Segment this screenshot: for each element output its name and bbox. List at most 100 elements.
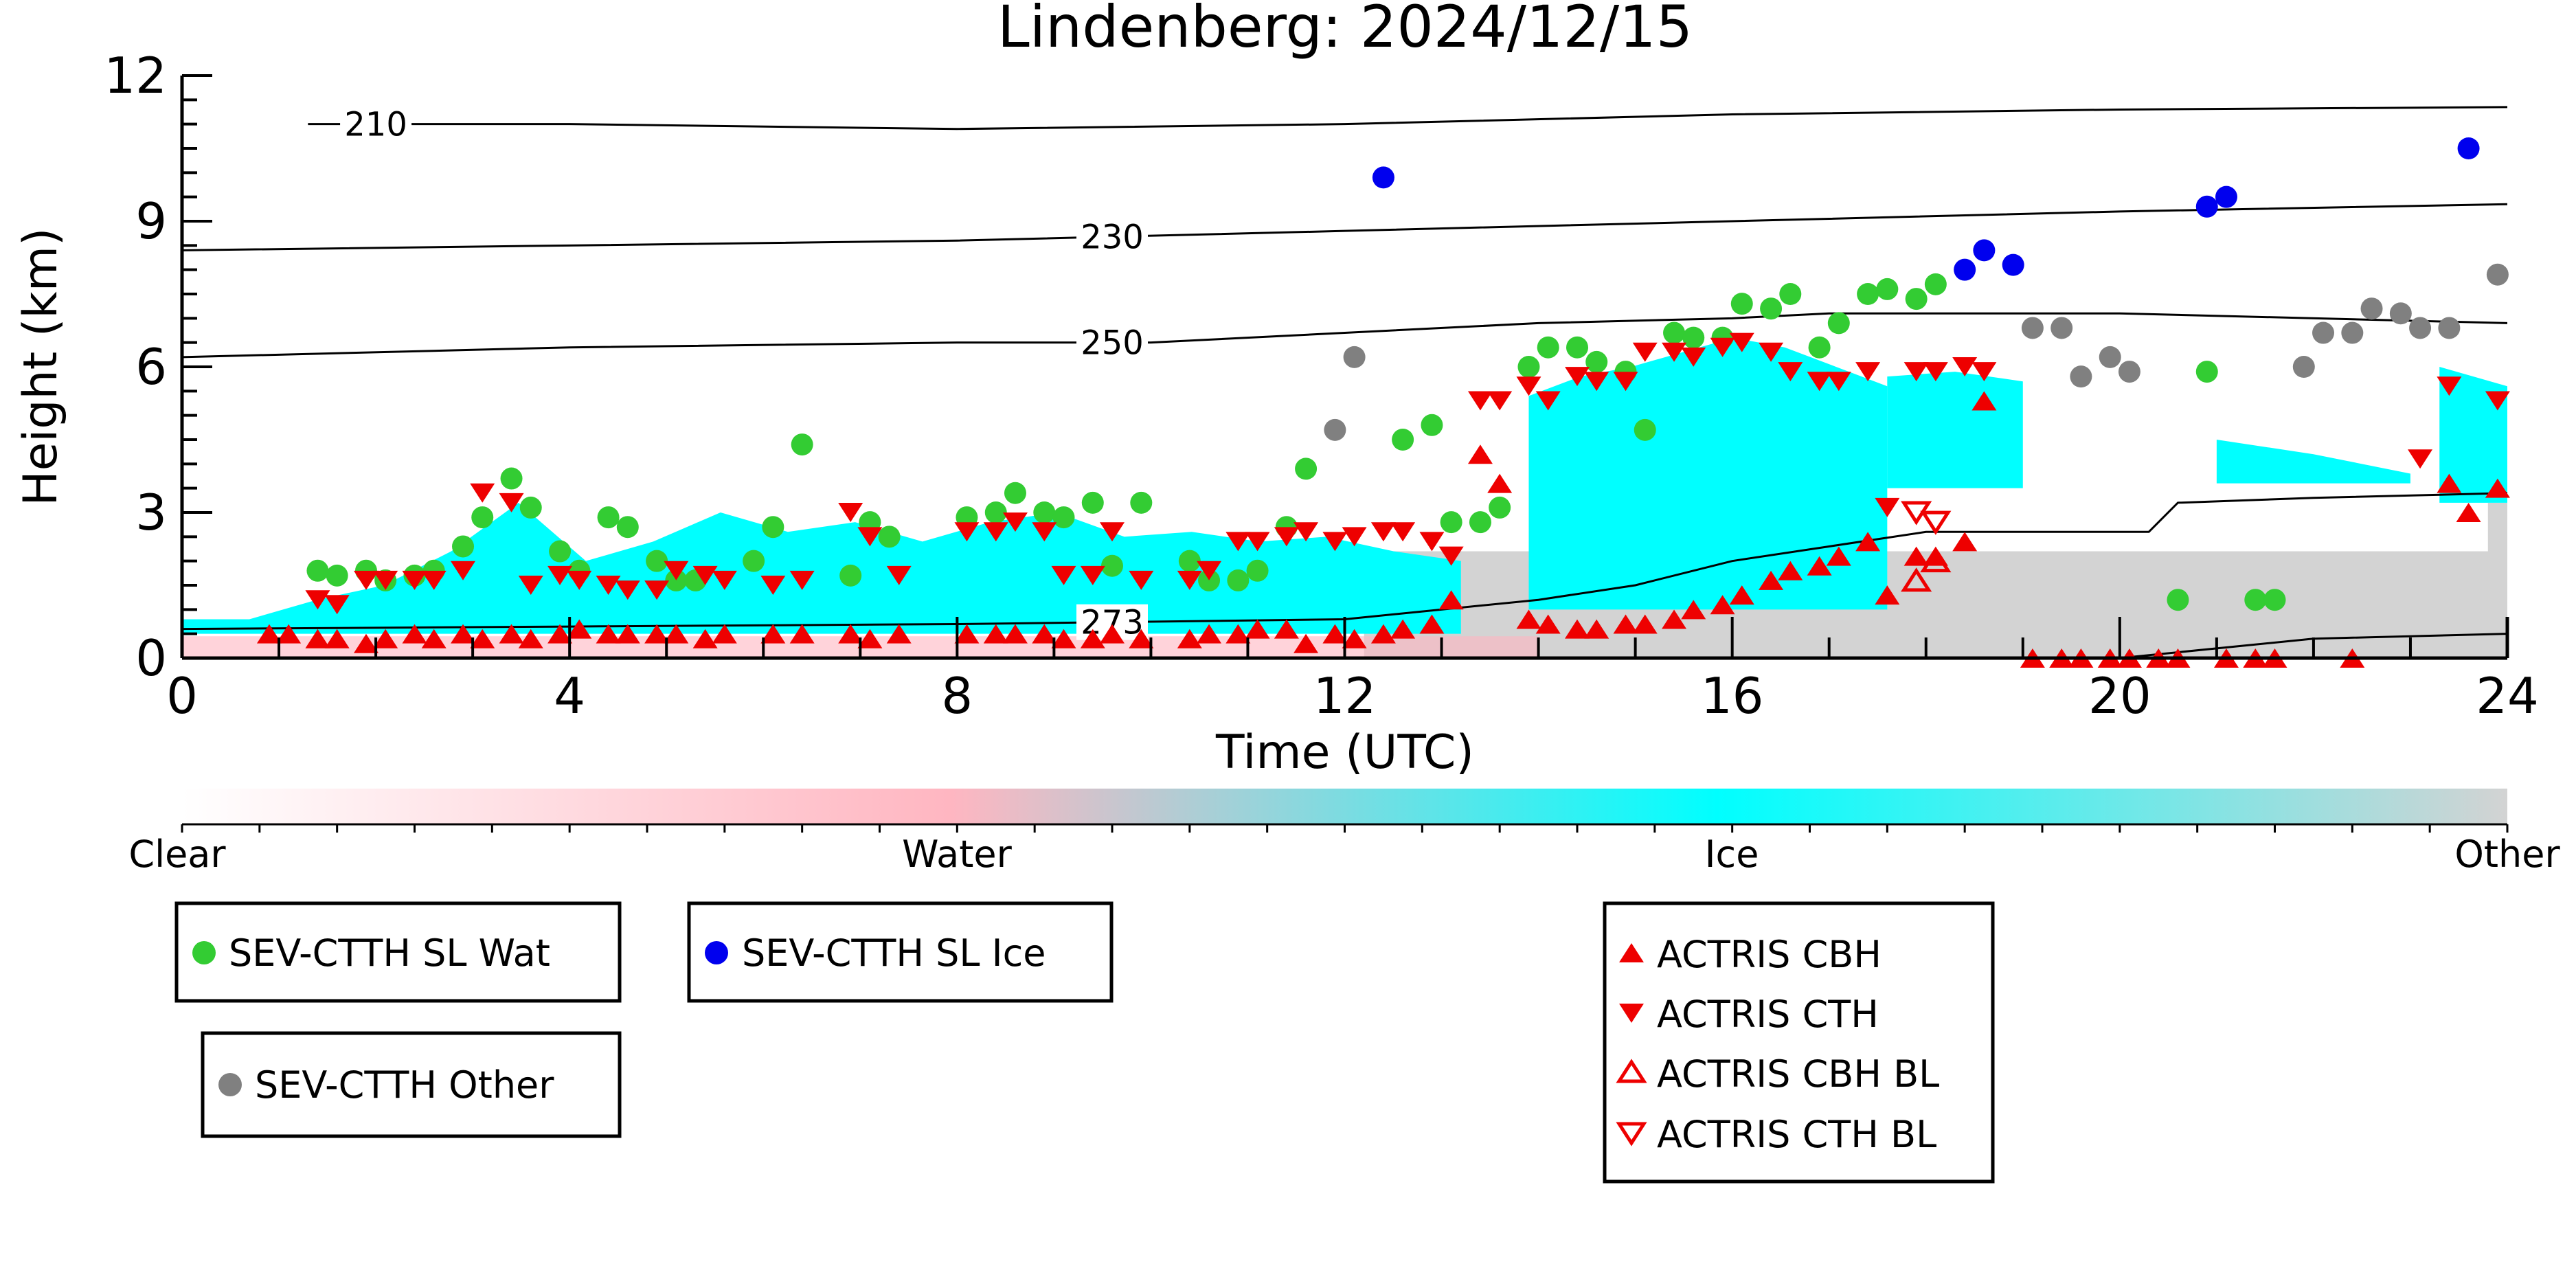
point-sev-ctth-other xyxy=(2292,356,2315,378)
other-class-region xyxy=(2487,502,2507,658)
point-actris-cbh xyxy=(518,629,543,648)
point-actris-cth xyxy=(886,565,912,585)
point-actris-cbh xyxy=(1487,473,1513,493)
point-sev-ctth-sl-ice xyxy=(2002,253,2024,276)
point-sev-ctth-sl-wat xyxy=(1004,482,1026,504)
point-sev-ctth-sl-wat xyxy=(1421,414,1443,436)
point-sev-ctth-sl-wat xyxy=(1827,312,1850,335)
point-actris-cth xyxy=(1971,362,1997,382)
point-sev-ctth-sl-wat xyxy=(1634,418,1656,441)
point-actris-cbh xyxy=(1903,546,1929,566)
point-actris-cth xyxy=(1729,332,1754,352)
point-sev-ctth-sl-ice xyxy=(1954,258,1976,281)
point-sev-ctth-sl-wat xyxy=(452,535,475,558)
point-actris-cbh xyxy=(1419,614,1445,634)
point-actris-cth xyxy=(1759,342,1784,362)
point-actris-cbh xyxy=(1632,614,1658,634)
chart-title: Lindenberg: 2024/12/15 xyxy=(997,0,1693,60)
point-sev-ctth-sl-wat xyxy=(616,516,639,539)
ice-class-region-2 xyxy=(1887,372,2023,488)
legend-label-sev-other: SEV-CTTH Other xyxy=(255,1063,554,1107)
point-sev-ctth-sl-ice xyxy=(2457,137,2480,159)
point-actris-cth xyxy=(1370,522,1396,542)
point-sev-ctth-sl-ice xyxy=(1973,239,1996,262)
colorbar-label-other: Other xyxy=(2454,833,2560,876)
point-sev-ctth-other xyxy=(1324,418,1346,441)
isotherm-label-bg xyxy=(1076,324,1148,361)
point-sev-ctth-sl-ice xyxy=(2195,195,2218,218)
point-actris-cbh xyxy=(1342,629,1367,648)
series-actris-cth xyxy=(305,332,2510,615)
point-sev-ctth-other xyxy=(2050,317,2073,339)
x-tick-label: 4 xyxy=(554,667,585,725)
isotherm-label-250: 250 xyxy=(1081,324,1144,363)
legend-label-actris-cth-bl: ACTRIS CTH BL xyxy=(1657,1113,1936,1156)
point-sev-ctth-sl-wat xyxy=(743,550,765,572)
point-actris-cth xyxy=(692,565,718,585)
x-tick-label: 24 xyxy=(2476,667,2539,725)
legend-label-sev-wat: SEV-CTTH SL Wat xyxy=(229,931,550,975)
point-sev-ctth-other xyxy=(1343,346,1366,368)
point-actris-cth xyxy=(518,576,543,595)
point-actris-cth xyxy=(857,527,883,547)
point-actris-cbh xyxy=(1565,619,1590,639)
point-actris-cth xyxy=(1952,357,1978,376)
point-actris-cbh xyxy=(499,624,524,644)
point-sev-ctth-other xyxy=(2389,302,2412,325)
point-sev-ctth-sl-wat xyxy=(549,540,572,563)
point-sev-ctth-sl-wat xyxy=(471,506,494,529)
point-actris-cth xyxy=(838,503,863,522)
point-actris-cbh xyxy=(1080,629,1105,648)
point-actris-cbh xyxy=(664,624,689,644)
point-actris-cth xyxy=(1197,561,1222,580)
point-actris-cbh xyxy=(1729,585,1754,605)
point-actris-cth xyxy=(1516,376,1541,396)
y-tick-label: 0 xyxy=(135,629,167,687)
point-actris-cbh xyxy=(1875,585,1900,605)
point-sev-ctth-sl-wat xyxy=(1537,336,1559,359)
point-actris-cbh xyxy=(1051,629,1076,648)
point-actris-cth xyxy=(499,493,524,512)
isotherm-label-bg xyxy=(340,106,412,142)
point-sev-ctth-sl-wat xyxy=(500,467,523,490)
point-actris-cth xyxy=(1438,546,1464,566)
point-sev-ctth-sl-wat xyxy=(762,516,784,539)
x-tick-label: 20 xyxy=(2088,667,2151,725)
point-actris-cbh xyxy=(470,629,495,648)
point-sev-ctth-sl-wat xyxy=(791,433,813,456)
point-sev-ctth-sl-wat xyxy=(1924,273,1947,295)
point-sev-ctth-sl-wat xyxy=(2263,589,2286,611)
point-actris-cth xyxy=(1390,522,1416,542)
x-tick-label: 0 xyxy=(166,667,198,725)
point-actris-cth xyxy=(1293,522,1319,542)
point-actris-cbh xyxy=(2485,478,2510,498)
point-actris-cth xyxy=(1903,362,1929,382)
point-actris-cth xyxy=(1613,372,1638,392)
point-actris-cth xyxy=(1662,342,1687,362)
point-actris-cth xyxy=(1080,565,1105,585)
point-sev-ctth-sl-wat xyxy=(1857,283,1879,305)
point-actris-cbh xyxy=(2456,503,2481,522)
point-sev-ctth-sl-wat xyxy=(1682,326,1705,349)
point-sev-ctth-sl-wat xyxy=(1905,288,1928,310)
point-actris-cth xyxy=(1826,372,1851,392)
point-actris-cth xyxy=(470,483,495,503)
point-sev-ctth-sl-wat xyxy=(839,564,862,587)
series-actris-cbh xyxy=(256,391,2510,668)
point-actris-cth xyxy=(789,570,815,590)
point-actris-cth xyxy=(1002,512,1028,532)
point-sev-ctth-sl-wat xyxy=(1489,496,1511,519)
point-actris-cbh-bl xyxy=(1920,548,1952,573)
point-actris-cbh xyxy=(789,624,815,644)
y-tick-label: 12 xyxy=(104,47,167,104)
point-actris-cbh xyxy=(276,624,302,644)
point-sev-ctth-sl-wat xyxy=(1198,569,1221,591)
isotherm-250 xyxy=(182,312,2507,359)
point-sev-ctth-other xyxy=(2118,361,2140,383)
point-sev-ctth-sl-wat xyxy=(1081,491,1104,514)
plot-axes: 0 3 6 9 12 0 4 8 12 16 20 24 xyxy=(104,47,2538,725)
point-actris-cbh xyxy=(1002,624,1028,644)
point-actris-cbh xyxy=(353,633,379,653)
x-tick-label: 16 xyxy=(1701,667,1764,725)
y-tick-label: 3 xyxy=(135,484,167,541)
